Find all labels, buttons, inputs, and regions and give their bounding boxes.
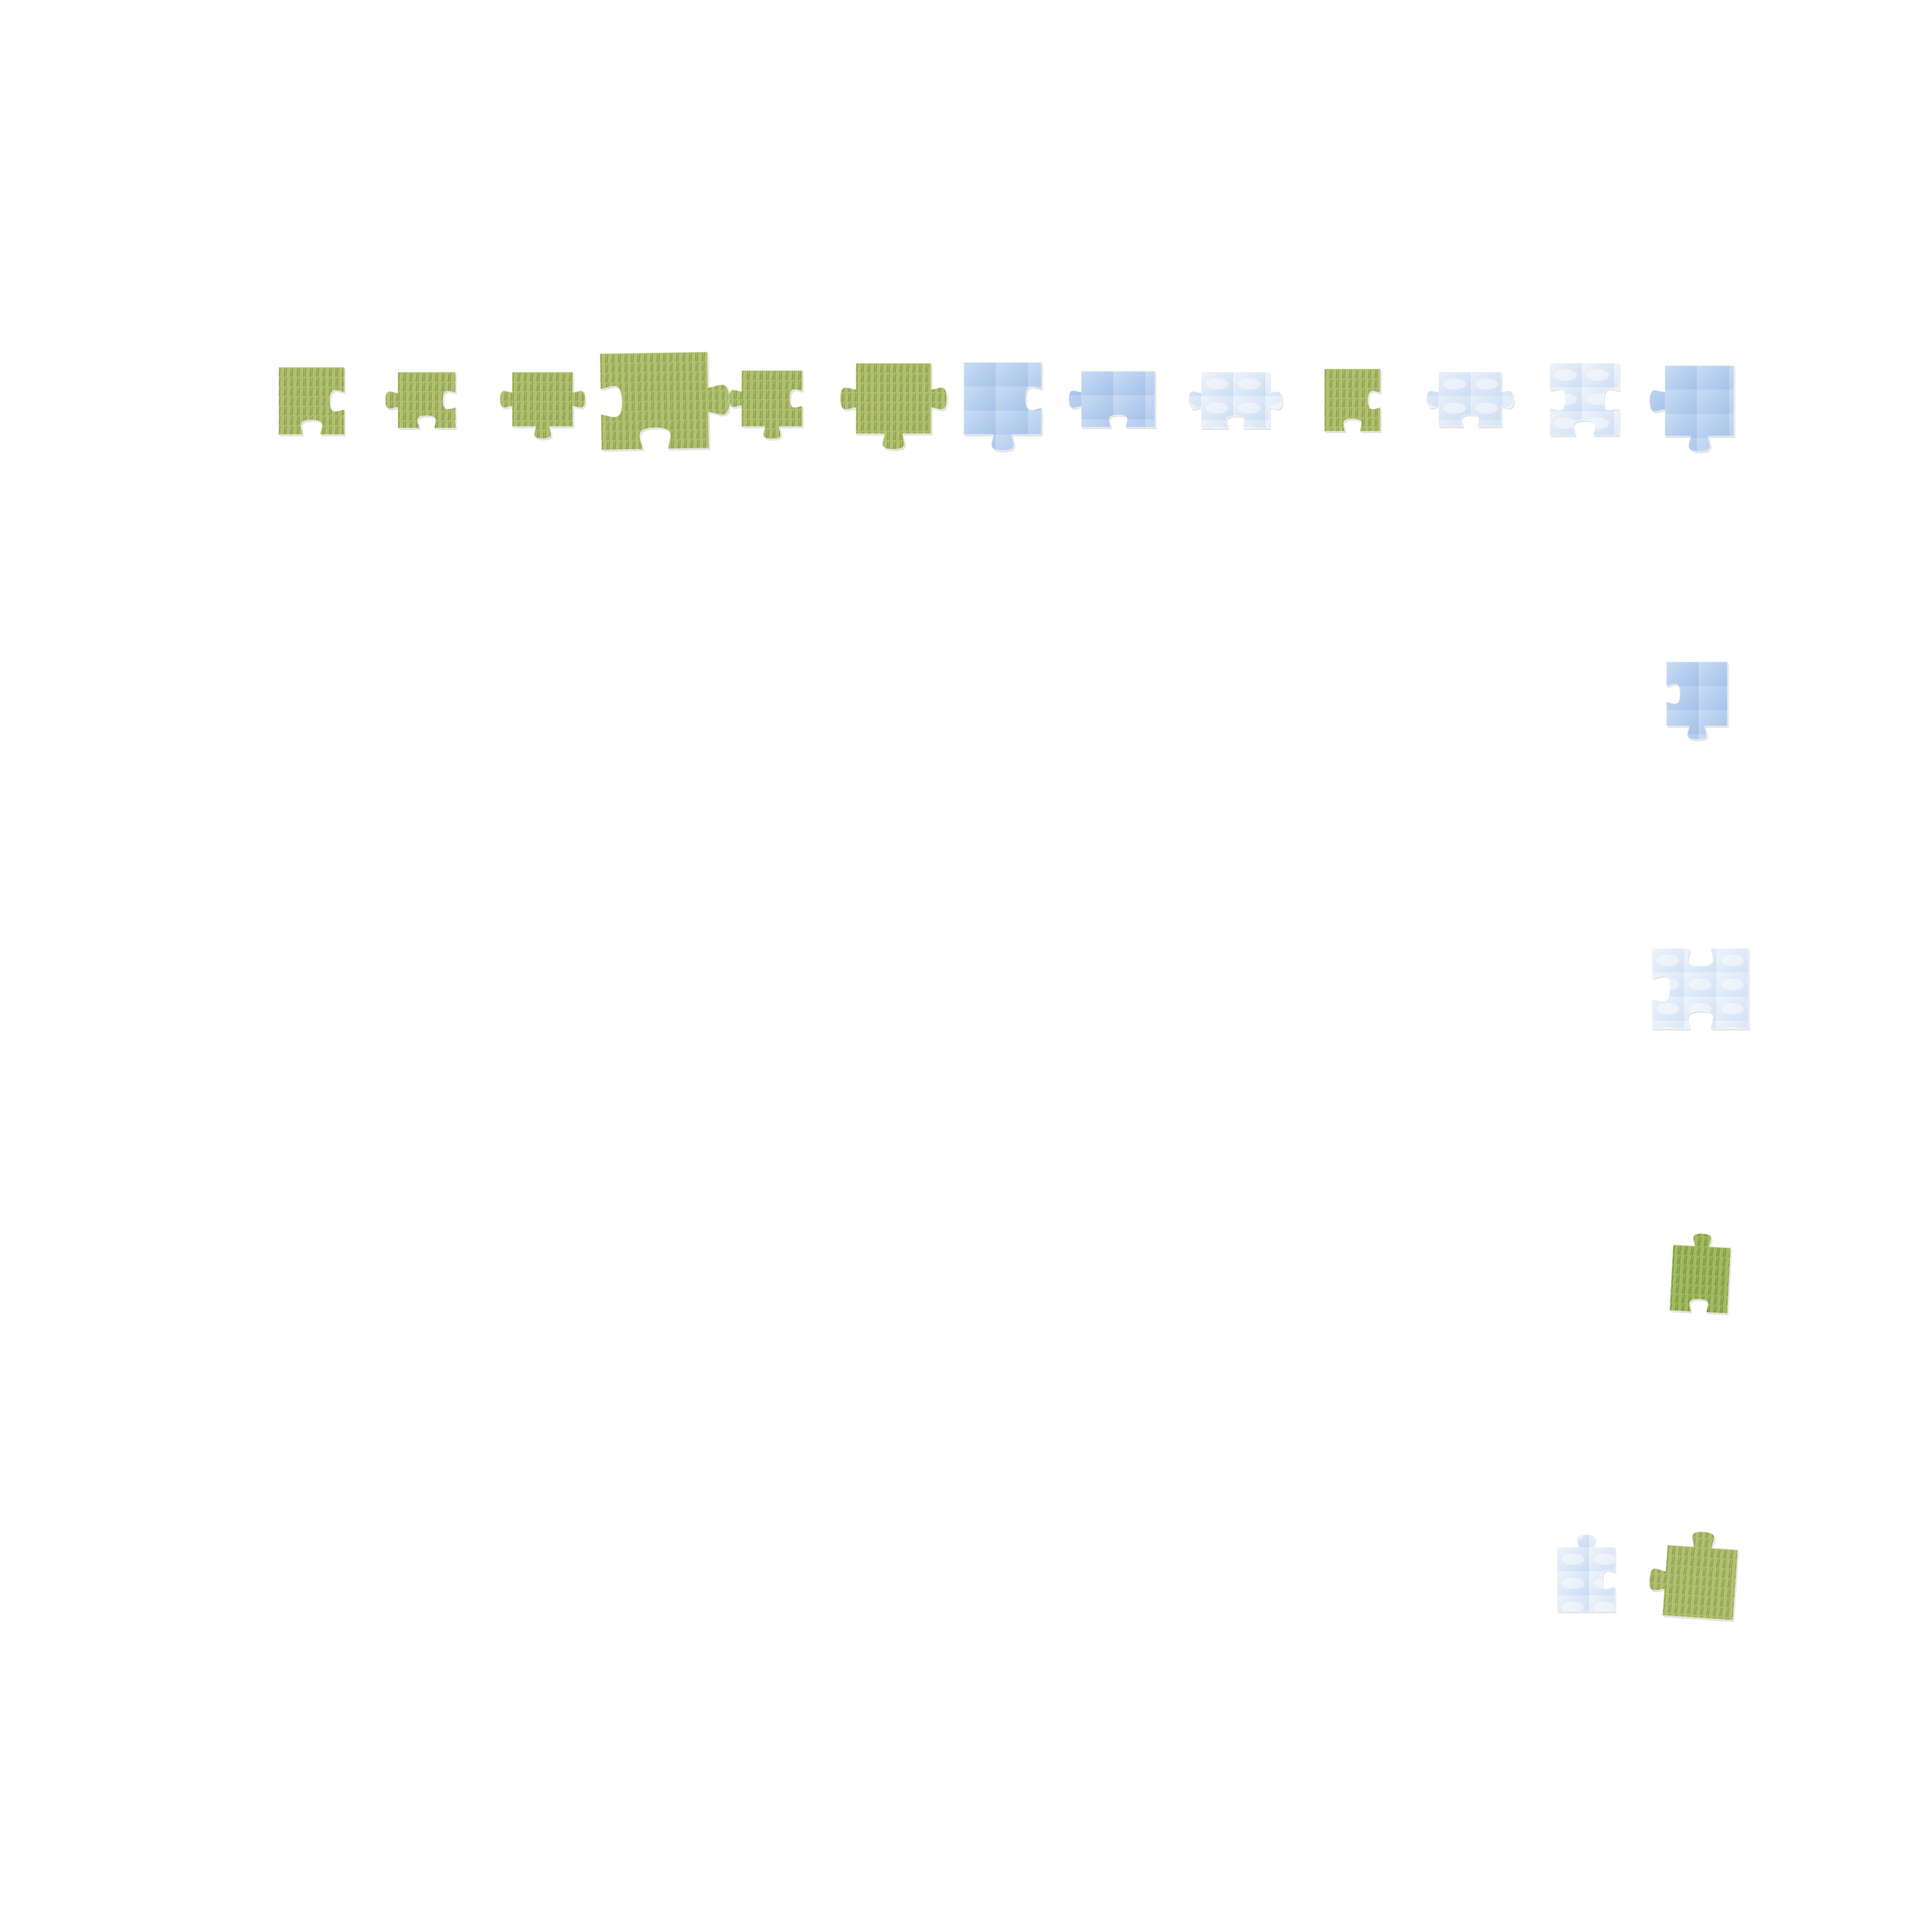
puzzle-piece-shape [963, 361, 1043, 452]
puzzle-piece-shape [1187, 371, 1283, 430]
tray-piece-6[interactable] [832, 339, 956, 458]
puzzle-piece-shape [1323, 368, 1382, 433]
tray-piece-14[interactable] [1642, 638, 1752, 750]
tray-piece-13[interactable] [1641, 341, 1758, 460]
tray-piece-8[interactable] [1057, 347, 1179, 452]
puzzle-piece-shape [1666, 661, 1729, 741]
puzzle-piece-shape [1649, 1531, 1740, 1623]
tray-piece-7[interactable] [939, 338, 1066, 459]
puzzle-piece-shape [840, 362, 948, 452]
puzzle-piece-shape [1651, 947, 1750, 1030]
puzzle-piece-shape [1549, 362, 1620, 437]
puzzle-piece-shape [728, 369, 804, 441]
puzzle-piece-shape [1426, 371, 1515, 428]
tray-piece-16[interactable] [1644, 1220, 1756, 1340]
puzzle-piece-shape [599, 351, 731, 452]
tray-piece-17[interactable] [1533, 1523, 1639, 1636]
tray-piece-3[interactable] [488, 348, 597, 451]
tray-piece-10[interactable] [1300, 345, 1405, 456]
puzzle-piece-shape [1556, 1534, 1616, 1613]
puzzle-piece-shape [278, 366, 346, 436]
tray-piece-2[interactable] [374, 348, 480, 452]
tray-piece-1[interactable] [254, 343, 369, 459]
tray-piece-4[interactable] [575, 327, 733, 474]
tray-piece-18[interactable] [1637, 1519, 1764, 1646]
puzzle-piece-shape [384, 371, 457, 430]
puzzle-piece-shape [1067, 370, 1157, 429]
tray-piece-11[interactable] [1414, 348, 1525, 451]
tray-piece-5[interactable] [717, 346, 827, 451]
tray-piece-12[interactable] [1525, 339, 1643, 460]
puzzle-piece-shape [1649, 365, 1736, 453]
tray-piece-15[interactable] [1628, 924, 1773, 1053]
puzzle-piece-shape [1669, 1232, 1732, 1315]
tray-piece-9[interactable] [1177, 348, 1294, 452]
puzzle-piece-shape [499, 371, 587, 440]
